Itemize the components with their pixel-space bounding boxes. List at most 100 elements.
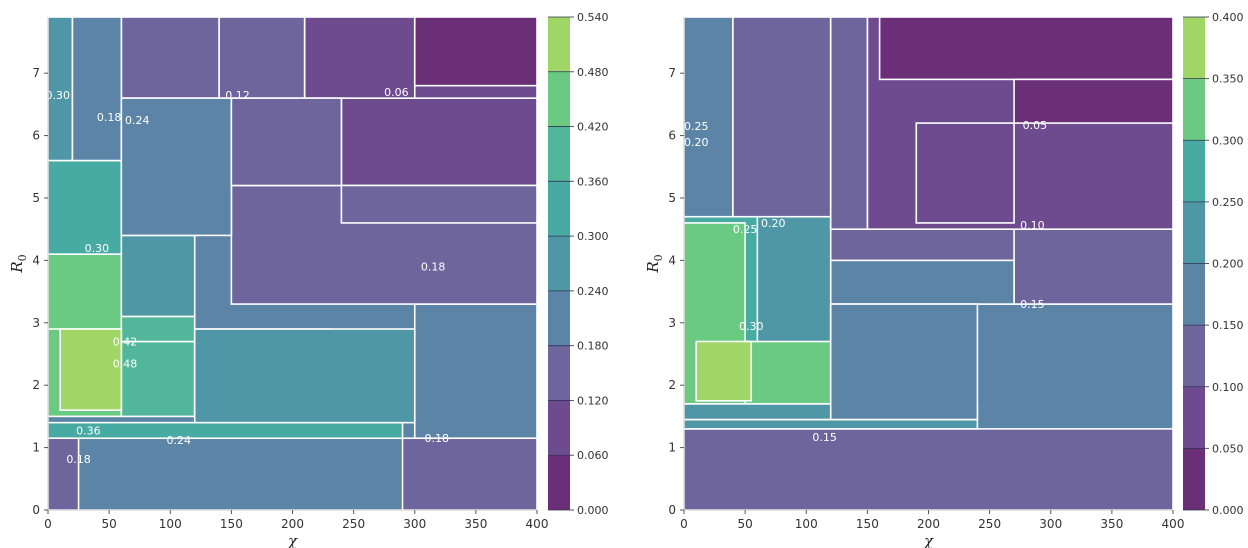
- y-tick-label: 2: [668, 378, 676, 392]
- contour-region: [340, 184, 537, 224]
- contour-region: [829, 259, 1015, 305]
- colorbar-band: [1183, 386, 1205, 449]
- colorbar-tick-label: 0.050: [1212, 442, 1244, 455]
- contour-label: 0.06: [384, 86, 409, 99]
- contour-region: [413, 303, 537, 440]
- x-tick-label: 300: [403, 517, 426, 531]
- y-tick-label: 0: [668, 503, 676, 517]
- y-tick-label: 1: [32, 441, 40, 455]
- y-tick-label: 4: [668, 253, 676, 267]
- colorbar-tick-label: 0.000: [577, 504, 609, 517]
- x-tick-label: 50: [101, 517, 116, 531]
- x-tick-label: 350: [464, 517, 487, 531]
- colorbar-tick-label: 0.360: [577, 175, 609, 188]
- y-tick-label: 6: [32, 129, 40, 143]
- colorbar-band: [548, 236, 570, 291]
- colorbar-tick-label: 0.180: [577, 340, 609, 353]
- y-tick-label: 4: [32, 253, 40, 267]
- contour-label: 0.48: [113, 357, 138, 370]
- y-tick-label: 7: [668, 66, 676, 80]
- contour-label: 0.25: [684, 120, 709, 133]
- contour-region: [340, 97, 537, 187]
- colorbar-tick-label: 0.240: [577, 285, 609, 298]
- contour-label: 0.25: [733, 223, 758, 236]
- contour-label: 0.20: [761, 217, 786, 230]
- contour-region: [59, 328, 123, 411]
- y-tick-label: 5: [32, 191, 40, 205]
- left-panel: 0.12 0.060.18 0.240.300.180.420.480.360.24…: [8, 11, 609, 548]
- contour-region: [120, 340, 196, 418]
- plot-area: 0.050.100.150.200.250.300.150.250.20: [684, 17, 1173, 510]
- contour-label: 0.30: [739, 320, 764, 333]
- colorbar: 0.000 0.050 0.100 0.150 0.200 0.250 0.300 0.350…: [1183, 11, 1244, 517]
- y-tick-label: 3: [668, 316, 676, 330]
- contour-region: [1013, 78, 1173, 124]
- y-axis-label: R0: [644, 254, 665, 273]
- colorbar-band: [548, 71, 570, 127]
- x-tick-label: 250: [978, 517, 1001, 531]
- contour-label: 0.30: [85, 242, 110, 255]
- contour-region: [1013, 228, 1173, 305]
- x-tick-label: 350: [1100, 517, 1123, 531]
- contour-label: 0.10: [1020, 219, 1045, 232]
- x-tick-label: 150: [856, 517, 879, 531]
- colorbar-band: [1183, 140, 1205, 202]
- contour-region: [829, 303, 979, 421]
- x-tick-label: 0: [680, 517, 688, 531]
- x-axis-label: χ: [287, 532, 298, 548]
- colorbar-band: [548, 290, 570, 346]
- contour-region: [48, 253, 123, 330]
- x-tick-label: 0: [44, 517, 52, 531]
- contour-region: [732, 17, 832, 218]
- contour-region: [413, 17, 537, 87]
- contour-label: 0.12: [225, 89, 250, 102]
- contour-label: 0.18: [66, 453, 91, 466]
- contour-region: [71, 17, 123, 162]
- y-tick-label: 1: [668, 441, 676, 455]
- colorbar-tick-label: 0.300: [1212, 134, 1244, 147]
- contour-region: [120, 315, 196, 343]
- contour-label: 0.18: [97, 111, 122, 124]
- contour-region: [684, 418, 979, 430]
- contour-region: [48, 437, 80, 510]
- plot-area: 0.12 0.060.18 0.240.300.180.420.480.360.24…: [46, 17, 537, 510]
- x-tick-label: 200: [917, 517, 940, 531]
- contour-region: [218, 17, 306, 99]
- colorbar-band: [548, 17, 570, 72]
- colorbar-tick-label: 0.480: [577, 66, 609, 79]
- colorbar-band: [548, 345, 570, 401]
- x-tick-label: 100: [795, 517, 818, 531]
- y-tick-label: 2: [32, 378, 40, 392]
- colorbar-tick-label: 0.250: [1212, 196, 1244, 209]
- contour-region: [878, 17, 1173, 81]
- contour-label: 0.30: [46, 89, 71, 102]
- colorbar-tick-label: 0.000: [1212, 504, 1244, 517]
- x-tick-label: 200: [281, 517, 304, 531]
- contour-region: [401, 437, 537, 510]
- x-tick-label: 50: [737, 517, 752, 531]
- colorbar-band: [548, 181, 570, 237]
- x-tick-label: 150: [220, 517, 243, 531]
- x-tick-label: 100: [159, 517, 182, 531]
- contour-label: 0.05: [1023, 119, 1048, 132]
- colorbar-tick-label: 0.200: [1212, 258, 1244, 271]
- contour-label: 0.18: [421, 261, 446, 274]
- contour-label: 0.18: [425, 432, 450, 445]
- colorbar-tick-label: 0.300: [577, 230, 609, 243]
- contour-label: 0.15: [812, 431, 837, 444]
- contour-region: [120, 17, 220, 99]
- colorbar-tick-label: 0.350: [1212, 73, 1244, 86]
- contour-label: 0.24: [125, 114, 150, 127]
- colorbar-tick-label: 0.400: [1212, 11, 1244, 24]
- contour-region: [193, 328, 416, 424]
- colorbar-band: [1183, 78, 1205, 141]
- x-axis-label: χ: [923, 532, 934, 548]
- contour-label: 0.20: [684, 136, 709, 149]
- colorbar-band: [548, 400, 570, 456]
- contour-label: 0.24: [167, 434, 192, 447]
- colorbar-band: [548, 455, 570, 510]
- contour-region: [695, 340, 753, 402]
- x-tick-label: 300: [1039, 517, 1062, 531]
- colorbar-band: [1183, 325, 1205, 387]
